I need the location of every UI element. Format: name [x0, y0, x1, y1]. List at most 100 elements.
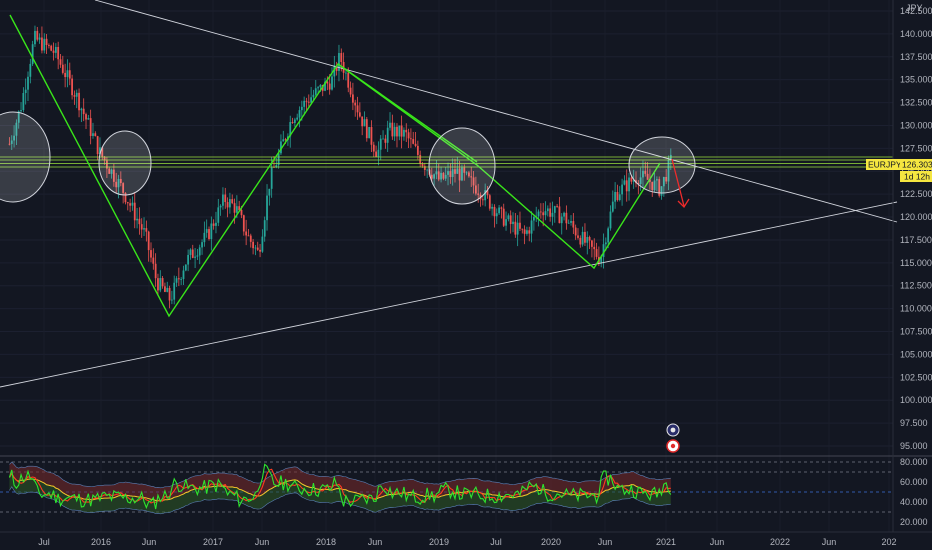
event-icons[interactable]: [666, 423, 680, 453]
candle: [495, 208, 498, 225]
candle: [317, 86, 319, 94]
candle: [259, 244, 261, 258]
candle: [625, 169, 628, 202]
candle: [280, 134, 282, 155]
time-tick-label: 2018: [316, 537, 336, 547]
candle: [384, 134, 387, 149]
candle: [391, 114, 394, 140]
candle: [509, 210, 512, 234]
candle: [442, 172, 445, 181]
lower-trendline[interactable]: [0, 201, 898, 388]
candle: [136, 207, 138, 229]
candle: [124, 192, 127, 205]
candle: [119, 171, 122, 187]
candle: [245, 219, 248, 246]
candle: [256, 241, 259, 251]
symbol-label: EURJPY: [868, 160, 902, 170]
candle: [628, 172, 630, 201]
candle: [129, 198, 132, 213]
candle: [177, 267, 180, 287]
candle: [551, 201, 554, 226]
candle: [29, 58, 32, 84]
price-tick-label: 117.500: [900, 235, 932, 245]
candle: [667, 155, 670, 191]
candle: [189, 248, 192, 260]
candle: [611, 190, 614, 213]
rsi-tick-label: 40.000: [900, 497, 928, 507]
candle: [110, 168, 113, 179]
candle: [570, 215, 572, 226]
candle: [481, 195, 484, 206]
price-tick-label: 137.500: [900, 52, 932, 62]
candle: [414, 132, 417, 148]
time-tick-label: Jun: [822, 537, 837, 547]
candle: [71, 74, 73, 100]
pattern-zigzag[interactable]: [9, 14, 661, 318]
time-tick-label: Jul: [490, 537, 502, 547]
price-pane[interactable]: [0, 0, 898, 532]
candle: [500, 206, 503, 219]
time-tick-label: 2021: [656, 537, 676, 547]
candle: [349, 81, 352, 98]
candle: [665, 169, 668, 184]
price-tick-label: 102.500: [900, 372, 932, 382]
candle: [398, 125, 401, 141]
candle: [658, 176, 661, 198]
candle: [238, 200, 241, 212]
candle: [375, 145, 377, 158]
candle: [212, 219, 215, 230]
time-tick-label: Jun: [255, 537, 270, 547]
candle: [382, 130, 384, 140]
candle: [444, 167, 447, 181]
candle: [87, 114, 90, 120]
candle: [331, 67, 333, 91]
candle: [203, 221, 206, 247]
candle: [112, 163, 115, 187]
candle: [577, 228, 579, 240]
pattern-segment-down: [337, 63, 478, 163]
time-tick-label: 2016: [91, 537, 111, 547]
candle: [122, 182, 125, 204]
forecast-arrow[interactable]: [671, 158, 690, 209]
candle: [593, 238, 596, 261]
time-axis[interactable]: Jul 2016 Jun 2017 Jun 2018 Jun 2019 Jul 2020 Jun 20…: [0, 531, 932, 547]
rsi-pane[interactable]: 80.000 60.000 40.000 20.000: [0, 457, 928, 527]
candle: [637, 180, 640, 195]
candle: [516, 215, 519, 247]
candle: [43, 33, 46, 54]
candle: [224, 187, 227, 209]
candle: [38, 33, 41, 44]
candle: [73, 90, 76, 105]
candle: [379, 135, 382, 161]
candle: [228, 192, 231, 214]
candle: [108, 166, 111, 174]
candle: [303, 96, 306, 116]
candle: [403, 127, 405, 141]
candle: [333, 55, 336, 88]
price-tick-label: 115.000: [900, 258, 932, 268]
candle: [614, 182, 617, 209]
candle: [377, 141, 380, 166]
candle: [152, 248, 155, 270]
candle: [653, 172, 656, 193]
candle: [488, 193, 491, 211]
candle: [358, 102, 361, 118]
candle: [530, 211, 533, 243]
candle: [307, 94, 310, 108]
candle: [154, 253, 157, 287]
price-tag[interactable]: EURJPY 126.303 1d 12h: [866, 159, 932, 182]
candle: [623, 175, 626, 186]
upper-trendline[interactable]: [94, 0, 898, 223]
candle: [249, 233, 252, 248]
candle: [563, 211, 565, 221]
candle: [532, 215, 535, 231]
candle: [293, 117, 296, 127]
candle: [140, 218, 143, 238]
candle: [266, 184, 268, 231]
candle: [164, 282, 166, 293]
candle: [410, 128, 412, 148]
candle: [275, 157, 278, 169]
time-tick-label: 2022: [770, 537, 790, 547]
candle: [198, 244, 201, 265]
